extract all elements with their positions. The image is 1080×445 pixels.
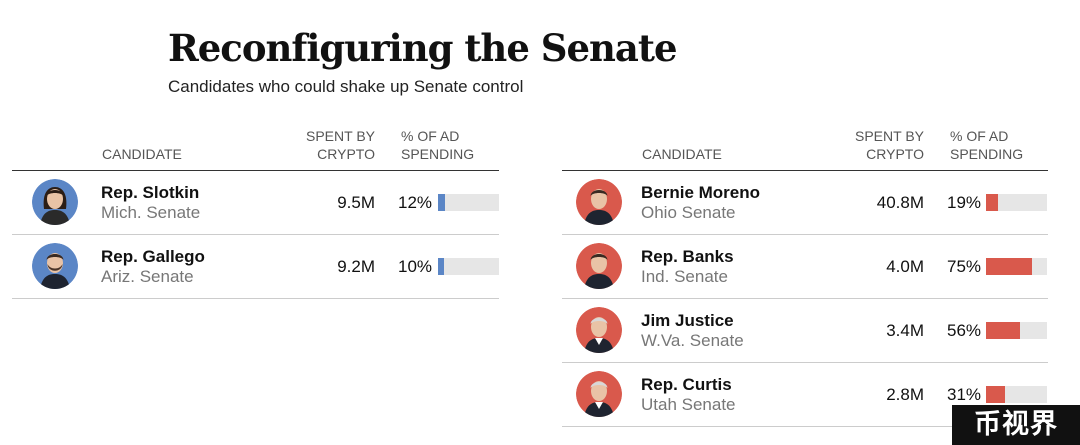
row-divider bbox=[562, 426, 1048, 427]
portrait-man-suit-icon bbox=[576, 371, 622, 417]
pct-label: 10% bbox=[398, 257, 433, 276]
pct-bar-track bbox=[986, 194, 1047, 211]
candidate-race: Ariz. Senate bbox=[101, 267, 194, 286]
portrait-woman-icon bbox=[32, 179, 78, 225]
row-divider bbox=[562, 234, 1048, 235]
column-header-pct: % OF AD SPENDING bbox=[950, 127, 1023, 163]
candidate-name: Rep. Slotkin bbox=[101, 183, 200, 202]
candidate-race: W.Va. Senate bbox=[641, 331, 744, 350]
candidate-race: Utah Senate bbox=[641, 395, 736, 414]
spent-amount: 4.0M bbox=[886, 257, 924, 276]
portrait-man-icon bbox=[576, 243, 622, 289]
column-header-spent-line2: CRYPTO bbox=[317, 146, 375, 162]
pct-label: 56% bbox=[947, 321, 982, 340]
table-row: Bernie Moreno Ohio Senate 40.8M 19% bbox=[562, 171, 1048, 235]
pct-label: 31% bbox=[947, 385, 982, 404]
candidate-name: Rep. Curtis bbox=[641, 375, 732, 394]
spent-amount: 3.4M bbox=[886, 321, 924, 340]
column-header-spent-line2: CRYPTO bbox=[866, 146, 924, 162]
portrait-man-beard-icon bbox=[32, 243, 78, 289]
row-divider bbox=[562, 362, 1048, 363]
column-header-spent: SPENT BY CRYPTO bbox=[855, 127, 924, 163]
pct-bar-track bbox=[986, 322, 1047, 339]
pct-bar bbox=[438, 258, 444, 275]
watermark-logo: 币视界 bbox=[952, 405, 1080, 445]
candidate-race: Mich. Senate bbox=[101, 203, 201, 222]
candidate-race: Ohio Senate bbox=[641, 203, 736, 222]
column-header-pct: % OF AD SPENDING bbox=[401, 127, 474, 163]
pct-label: 19% bbox=[947, 193, 982, 212]
pct-bar-track bbox=[986, 258, 1047, 275]
pct-bar bbox=[986, 386, 1005, 403]
column-header-spent: SPENT BY CRYPTO bbox=[306, 127, 375, 163]
candidate-name: Rep. Gallego bbox=[101, 247, 205, 266]
republican-table: CANDIDATE SPENT BY CRYPTO % OF AD SPENDI… bbox=[562, 0, 1048, 445]
row-divider bbox=[562, 298, 1048, 299]
row-divider bbox=[12, 298, 499, 299]
candidate-name: Bernie Moreno bbox=[641, 183, 761, 202]
column-header-pct-line2: SPENDING bbox=[401, 146, 475, 162]
table-row: Rep. Gallego Ariz. Senate 9.2M 10% bbox=[12, 235, 499, 299]
candidate-name: Rep. Banks bbox=[641, 247, 734, 266]
pct-label: 75% bbox=[947, 257, 982, 276]
header-divider bbox=[12, 170, 499, 171]
column-header-spent-line1: SPENT BY bbox=[855, 128, 924, 144]
pct-bar-track bbox=[438, 194, 499, 211]
column-header-candidate: CANDIDATE bbox=[642, 146, 722, 162]
pct-label: 12% bbox=[398, 193, 433, 212]
table-row: Rep. Banks Ind. Senate 4.0M 75% bbox=[562, 235, 1048, 299]
pct-bar-track bbox=[438, 258, 499, 275]
pct-bar bbox=[986, 258, 1032, 275]
page-subtitle: Candidates who could shake up Senate con… bbox=[168, 77, 524, 96]
pct-bar-track bbox=[986, 386, 1047, 403]
table-row: Rep. Slotkin Mich. Senate 9.5M 12% bbox=[12, 171, 499, 235]
spent-amount: 40.8M bbox=[876, 193, 924, 212]
pct-bar bbox=[986, 322, 1020, 339]
candidate-race: Ind. Senate bbox=[641, 267, 728, 286]
column-header-spent-line1: SPENT BY bbox=[306, 128, 375, 144]
spent-amount: 2.8M bbox=[886, 385, 924, 404]
spent-amount: 9.2M bbox=[337, 257, 375, 276]
table-row: Rep. Curtis Utah Senate 2.8M 31% bbox=[562, 363, 1048, 427]
column-header-pct-line1: % OF AD bbox=[401, 128, 460, 144]
header-divider bbox=[562, 170, 1048, 171]
column-header-pct-line1: % OF AD bbox=[950, 128, 1009, 144]
spent-amount: 9.5M bbox=[337, 193, 375, 212]
portrait-man-suit-icon bbox=[576, 307, 622, 353]
page-title: Reconfiguring the Senate bbox=[168, 26, 678, 70]
row-divider bbox=[12, 234, 499, 235]
pct-bar bbox=[438, 194, 445, 211]
portrait-man-icon bbox=[576, 179, 622, 225]
table-row: Jim Justice W.Va. Senate 3.4M 56% bbox=[562, 299, 1048, 363]
candidate-name: Jim Justice bbox=[641, 311, 734, 330]
democrat-table: CANDIDATE SPENT BY CRYPTO % OF AD SPENDI… bbox=[12, 0, 499, 445]
column-header-candidate: CANDIDATE bbox=[102, 146, 182, 162]
column-header-pct-line2: SPENDING bbox=[950, 146, 1024, 162]
pct-bar bbox=[986, 194, 998, 211]
